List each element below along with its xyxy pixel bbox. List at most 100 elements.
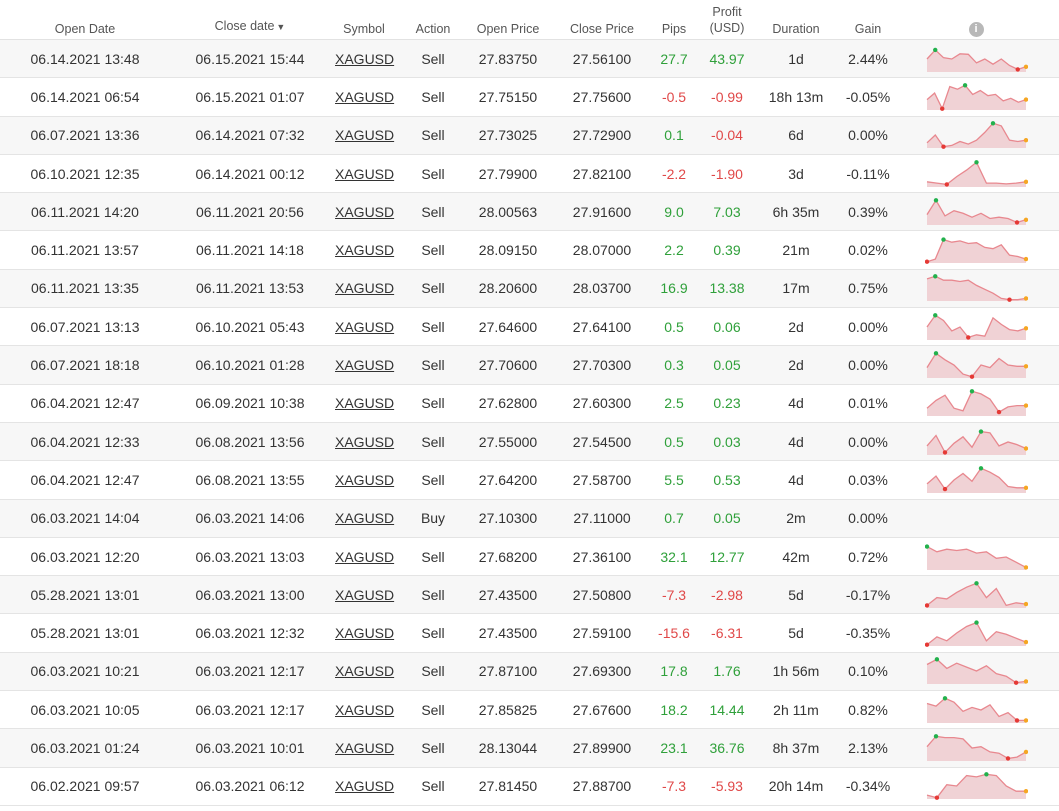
- table-row[interactable]: 05.28.2021 13:01 06.03.2021 12:32 XAGUSD Se…: [0, 614, 1059, 653]
- table-row[interactable]: 06.04.2021 12:47 06.08.2021 13:55 XAGUSD Se…: [0, 461, 1059, 500]
- header-close-date[interactable]: Close date ▼: [160, 19, 340, 35]
- header-open-date[interactable]: Open Date: [54, 22, 116, 36]
- profit-cell: -2.98: [711, 586, 743, 603]
- gain-cell: 2.13%: [848, 739, 888, 756]
- symbol-link[interactable]: XAGUSD: [335, 165, 395, 182]
- symbol-link[interactable]: XAGUSD: [335, 663, 395, 680]
- open-price-cell: 28.09150: [478, 242, 538, 259]
- table-row[interactable]: 06.03.2021 01:24 06.03.2021 10:01 XAGUSD Se…: [0, 729, 1059, 768]
- table-row[interactable]: 06.07.2021 18:18 06.10.2021 01:28 XAGUSD Se…: [0, 346, 1059, 385]
- table-row[interactable]: 06.03.2021 12:20 06.03.2021 13:03 XAGUSD Se…: [0, 538, 1059, 577]
- sparkline-high-point: [978, 429, 984, 434]
- sparkline-last-point: [1023, 325, 1028, 331]
- table-row[interactable]: 06.03.2021 10:21 06.03.2021 12:17 XAGUSD Se…: [0, 652, 1059, 692]
- sparkline-low-point: [942, 449, 948, 455]
- sparkline-area: [927, 546, 1026, 570]
- open-price-cell: 27.87100: [478, 663, 538, 680]
- table-row[interactable]: 06.14.2021 06:54 06.15.2021 01:07 XAGUSD Se…: [0, 78, 1059, 117]
- symbol-link[interactable]: XAGUSD: [335, 548, 395, 565]
- symbol-link[interactable]: XAGUSD: [335, 586, 395, 603]
- table-row[interactable]: 06.07.2021 13:36 06.14.2021 07:32 XAGUSD Se…: [0, 116, 1059, 155]
- symbol-link[interactable]: XAGUSD: [335, 471, 395, 488]
- symbol-link[interactable]: XAGUSD: [335, 203, 395, 220]
- close-price-cell: 27.11000: [573, 510, 631, 527]
- action-cell: Buy: [420, 510, 446, 527]
- open-date-cell: 06.07.2021 18:18: [30, 357, 140, 374]
- header-close-price[interactable]: Close Price: [570, 22, 634, 36]
- profit-cell: 0.23: [713, 395, 741, 412]
- table-row[interactable]: 06.14.2021 13:48 06.15.2021 15:44 XAGUSD Se…: [0, 40, 1059, 79]
- sparkline-high-point: [969, 389, 975, 394]
- profit-cell: 14.44: [709, 701, 745, 718]
- symbol-link[interactable]: XAGUSD: [335, 127, 395, 144]
- sparkline-chart: [926, 389, 1028, 417]
- table-row[interactable]: 06.04.2021 12:47 06.09.2021 10:38 XAGUSD Se…: [0, 385, 1059, 423]
- header-duration[interactable]: Duration: [772, 22, 820, 36]
- sparkline-chart: [926, 695, 1028, 723]
- profit-cell: 1.76: [713, 663, 741, 680]
- header-symbol[interactable]: Symbol: [343, 22, 385, 36]
- duration-cell: 20h 14m: [768, 778, 824, 795]
- table-row[interactable]: 06.04.2021 12:33 06.08.2021 13:56 XAGUSD Se…: [0, 422, 1059, 462]
- table-row[interactable]: 06.10.2021 12:35 06.14.2021 00:12 XAGUSD Se…: [0, 155, 1059, 194]
- sparkline-line: [926, 48, 1027, 70]
- symbol-link[interactable]: XAGUSD: [335, 510, 395, 527]
- header-action[interactable]: Action: [415, 22, 451, 36]
- action-cell: Sell: [421, 395, 445, 412]
- sparkline-cell: [925, 159, 1028, 189]
- action-cell: Sell: [421, 203, 445, 220]
- pips-cell: 5.5: [664, 471, 684, 488]
- sparkline-chart: [926, 121, 1028, 150]
- symbol-link[interactable]: XAGUSD: [335, 50, 395, 67]
- table-row[interactable]: 06.03.2021 10:05 06.03.2021 12:17 XAGUSD Se…: [0, 691, 1059, 730]
- header-profit[interactable]: Profit (USD): [700, 5, 754, 36]
- profit-cell: -0.99: [711, 88, 743, 105]
- open-date-cell: 06.11.2021 13:57: [31, 242, 139, 259]
- table-row[interactable]: 05.28.2021 13:01 06.03.2021 13:00 XAGUSD Se…: [0, 576, 1059, 615]
- open-date-cell: 06.03.2021 12:20: [30, 548, 140, 565]
- profit-cell: 36.76: [709, 739, 745, 756]
- sparkline-high-point: [934, 657, 940, 662]
- symbol-link[interactable]: XAGUSD: [335, 357, 395, 374]
- header-info[interactable]: i: [968, 21, 984, 37]
- gain-cell: 0.72%: [848, 548, 888, 565]
- sparkline-cell: [925, 273, 1028, 303]
- symbol-link[interactable]: XAGUSD: [335, 433, 395, 450]
- pips-cell: 0.3: [664, 357, 684, 374]
- table-row[interactable]: 06.03.2021 14:04 06.03.2021 14:06 XAGUSD Bu…: [0, 499, 1059, 538]
- sparkline-area: [927, 85, 1026, 110]
- sparkline-low-point: [969, 374, 975, 379]
- sparkline-high-point: [974, 620, 979, 625]
- open-date-cell: 06.03.2021 10:21: [30, 663, 140, 680]
- table-row[interactable]: 06.02.2021 09:57 06.03.2021 06:12 XAGUSD Se…: [0, 768, 1059, 806]
- table-row[interactable]: 06.11.2021 13:35 06.11.2021 13:53 XAGUSD Se…: [0, 269, 1059, 309]
- symbol-link[interactable]: XAGUSD: [335, 88, 395, 105]
- close-price-cell: 27.60300: [572, 395, 632, 412]
- close-date-cell: 06.11.2021 14:18: [196, 242, 304, 259]
- sparkline-area: [927, 391, 1026, 417]
- symbol-link[interactable]: XAGUSD: [335, 318, 395, 335]
- sparkline-low-point: [925, 259, 930, 265]
- close-price-cell: 27.82100: [572, 165, 632, 182]
- table-row[interactable]: 06.11.2021 13:57 06.11.2021 14:18 XAGUSD Se…: [0, 231, 1059, 270]
- header-pips[interactable]: Pips: [661, 22, 687, 36]
- action-cell: Sell: [421, 165, 445, 182]
- symbol-link[interactable]: XAGUSD: [335, 625, 395, 642]
- sparkline-chart: [926, 657, 1028, 686]
- sparkline-cell: [925, 120, 1028, 150]
- open-price-cell: 27.10300: [478, 510, 538, 527]
- header-open-price[interactable]: Open Price: [476, 22, 540, 36]
- symbol-link[interactable]: XAGUSD: [335, 242, 395, 259]
- info-icon[interactable]: i: [968, 22, 984, 37]
- symbol-link[interactable]: XAGUSD: [335, 739, 395, 756]
- sparkline-line: [926, 773, 1026, 799]
- table-row[interactable]: 06.11.2021 14:20 06.11.2021 20:56 XAGUSD Se…: [0, 193, 1059, 232]
- symbol-link[interactable]: XAGUSD: [335, 701, 395, 718]
- close-date-cell: 06.03.2021 10:01: [195, 739, 305, 756]
- symbol-link[interactable]: XAGUSD: [335, 280, 395, 297]
- symbol-link[interactable]: XAGUSD: [335, 778, 395, 795]
- table-row[interactable]: 06.07.2021 13:13 06.10.2021 05:43 XAGUSD Se…: [0, 308, 1059, 347]
- duration-cell: 21m: [782, 242, 810, 259]
- header-gain[interactable]: Gain: [854, 22, 882, 36]
- symbol-link[interactable]: XAGUSD: [335, 395, 395, 412]
